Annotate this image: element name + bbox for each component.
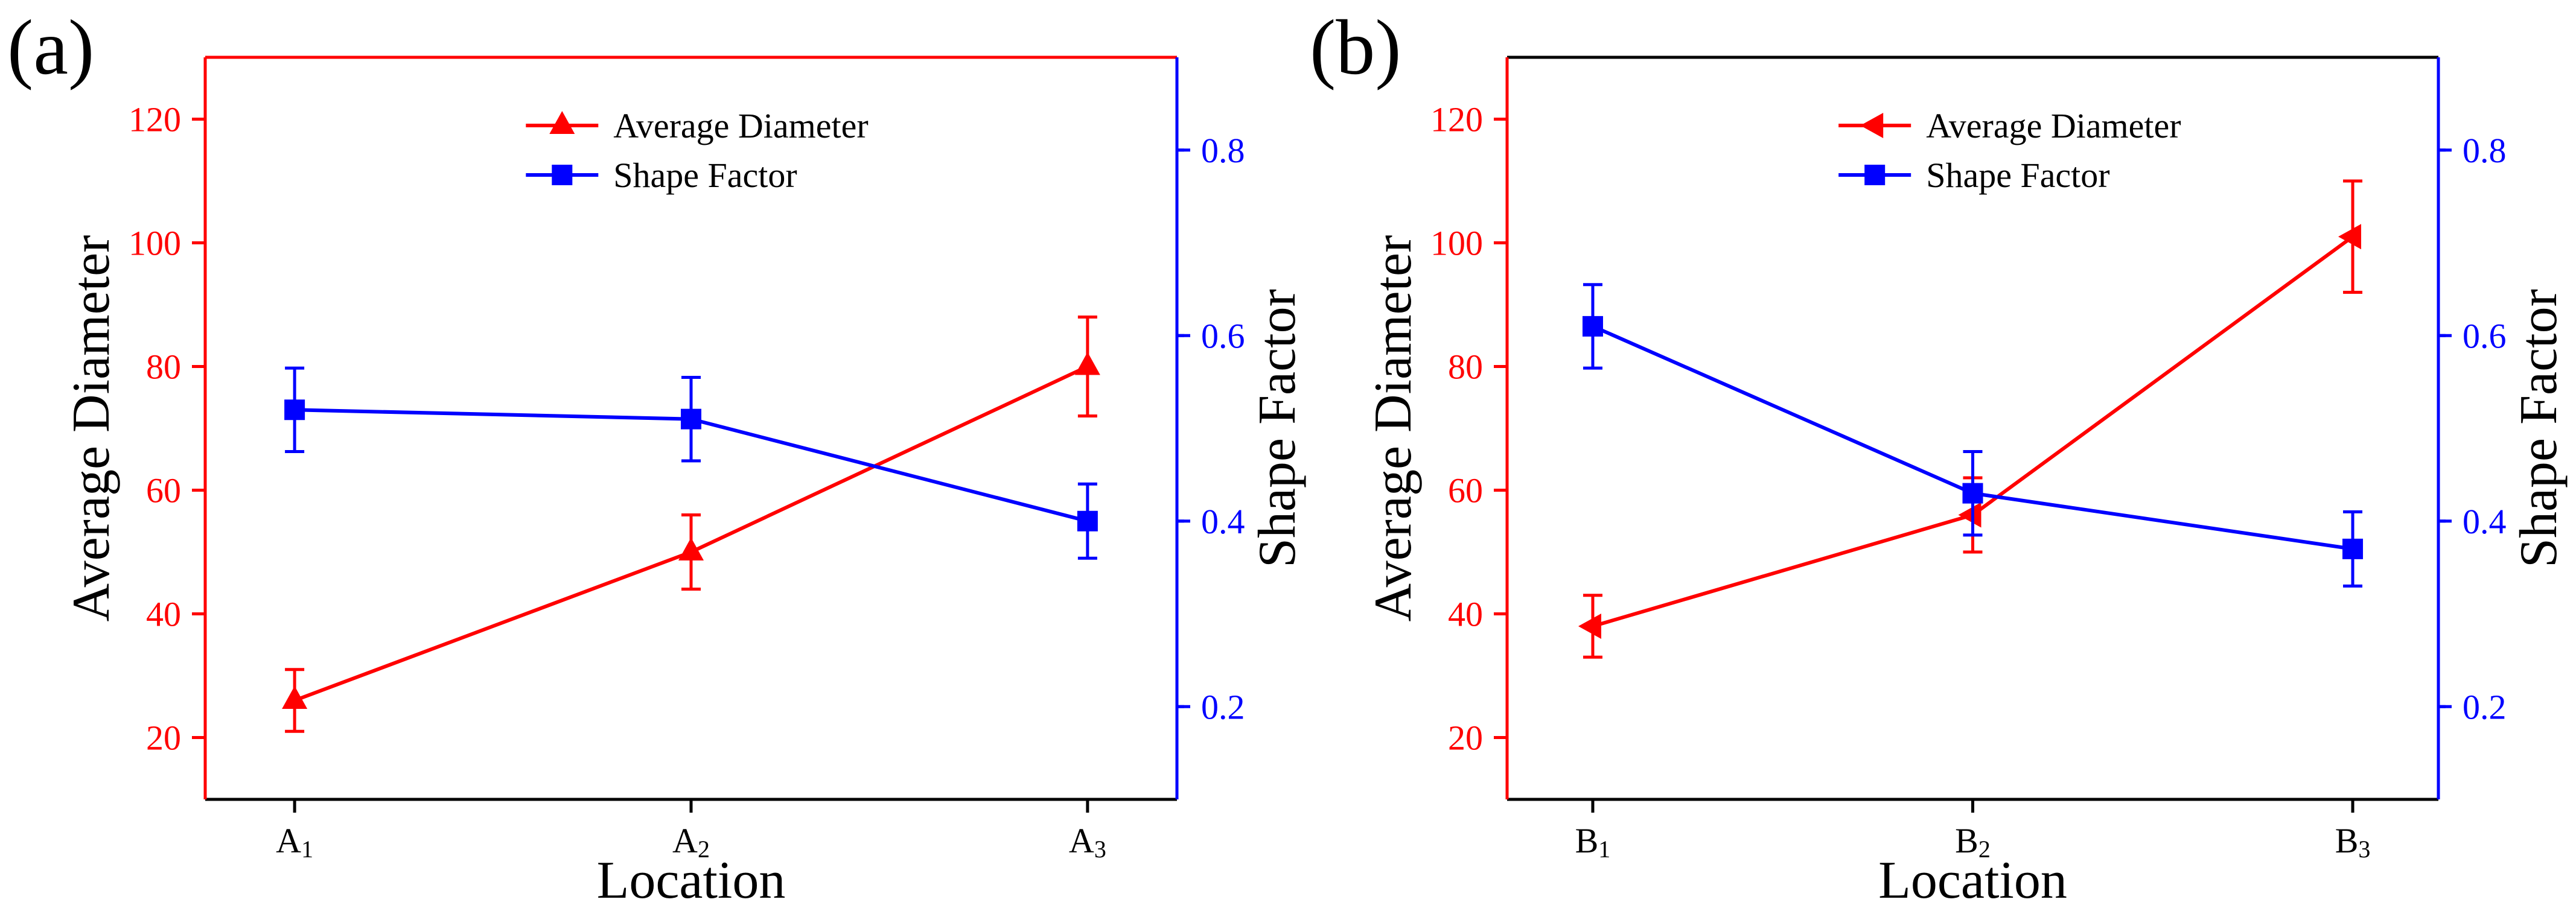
x-tick-label: A3 (1069, 821, 1106, 863)
data-point-square (2342, 538, 2364, 559)
left-y-tick-label: 20 (1448, 719, 1483, 758)
left-y-axis-title: Average Diameter (1364, 235, 1423, 622)
right-y-tick-label: 0.4 (1201, 502, 1245, 541)
right-y-axis-title: Shape Factor (1248, 289, 1307, 568)
data-point-square (1077, 510, 1098, 532)
x-axis-title: Location (1878, 851, 2067, 910)
x-tick-label: B2 (1955, 821, 1991, 863)
x-tick-label: B1 (1575, 821, 1611, 863)
left-y-tick-label: 100 (1430, 224, 1483, 263)
left-y-tick-label: 100 (129, 224, 181, 263)
right-y-tick-label: 0.8 (2463, 131, 2507, 170)
data-point-triangle (1074, 352, 1100, 375)
left-y-tick-label: 120 (129, 100, 181, 139)
legend-marker-square (552, 165, 573, 185)
data-point-triangle (2338, 224, 2362, 250)
data-point-square (1962, 483, 1983, 504)
left-y-tick-label: 60 (146, 471, 181, 510)
left-y-tick-label: 20 (146, 719, 181, 758)
left-y-axis-title: Average Diameter (62, 235, 121, 622)
right-y-tick-label: 0.6 (1201, 316, 1245, 355)
legend-marker-triangle (549, 111, 575, 134)
x-tick-label: B3 (2335, 821, 2371, 863)
data-point-triangle (1958, 502, 1981, 528)
left-y-tick-label: 60 (1448, 471, 1483, 510)
legend-label: Average Diameter (613, 106, 868, 145)
legend-marker-triangle (1860, 113, 1884, 138)
left-y-tick-label: 120 (1430, 100, 1483, 139)
legend-label: Average Diameter (1926, 106, 2181, 145)
legend-marker-square (1864, 165, 1886, 185)
series-line-average-diameter (1592, 235, 2354, 628)
panel-label: (a) (7, 4, 94, 91)
data-point-triangle (282, 686, 308, 709)
data-point-square (284, 399, 305, 421)
right-y-tick-label: 0.8 (1201, 131, 1245, 170)
left-y-tick-label: 40 (1448, 595, 1483, 634)
data-point-triangle (678, 538, 704, 560)
right-y-tick-label: 0.6 (2463, 316, 2507, 355)
left-y-tick-label: 80 (146, 348, 181, 387)
legend-label: Shape Factor (1926, 156, 2109, 195)
right-y-tick-label: 0.2 (1201, 687, 1245, 726)
legend-label: Shape Factor (613, 156, 797, 195)
data-point-square (681, 408, 701, 430)
left-y-tick-label: 40 (146, 595, 181, 634)
chart-panel-a: (a) 20 40 60 80 100 120 0.2 0.4 0.6 0.8 A1 A2 A3 Locat… (7, 4, 1307, 910)
x-tick-label: A1 (276, 821, 313, 863)
x-tick-label: A2 (672, 821, 710, 863)
left-y-tick-label: 80 (1448, 348, 1483, 387)
panel-label: (b) (1310, 4, 1401, 91)
x-axis-title: Location (597, 851, 786, 910)
right-y-tick-label: 0.4 (2463, 502, 2507, 541)
data-point-triangle (1578, 614, 1601, 639)
chart-panel-b: (b) 20 40 60 80 100 120 0.2 0.4 0.6 0.8 B1 B2 B3 Locat… (1310, 4, 2568, 910)
data-point-square (1582, 316, 1603, 337)
right-y-tick-label: 0.2 (2463, 687, 2507, 726)
right-y-axis-title: Shape Factor (2510, 289, 2568, 568)
